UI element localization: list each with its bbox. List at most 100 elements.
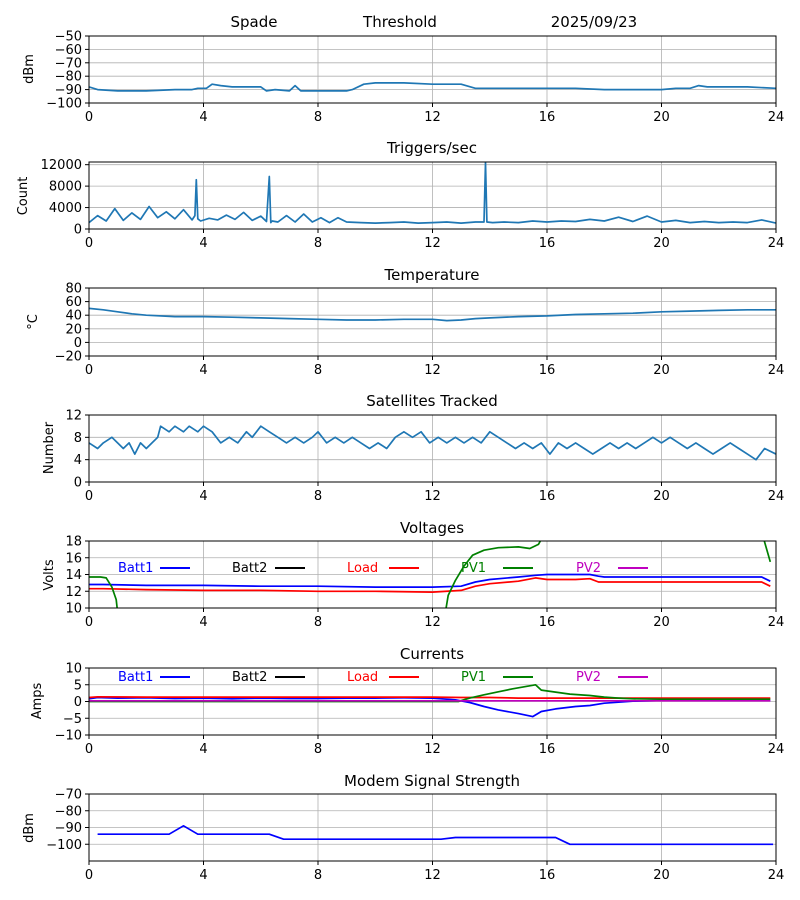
x-tick-label: 16 [539, 110, 556, 125]
legend-label-pv2: PV2 [576, 561, 601, 576]
title-modem: Modem Signal Strength [344, 772, 520, 790]
y-tick-label: −100 [46, 838, 82, 853]
series-line-batt1 [89, 573, 771, 588]
y-tick-label: 4000 [49, 201, 82, 216]
title-temperature: Temperature [383, 266, 479, 284]
y-tick-label: 12 [65, 585, 82, 600]
y-tick-label: −100 [46, 97, 82, 112]
y-tick-label: 12 [65, 409, 82, 424]
legend-label-pv1: PV1 [461, 561, 486, 576]
series-line-temperature [89, 307, 776, 322]
x-tick-label: 24 [768, 742, 785, 757]
y-tick-label: −90 [55, 83, 82, 98]
x-tick-label: 8 [314, 363, 322, 378]
panel-currents: Currents Amps [30, 645, 464, 719]
plot-triggers: 0 4 8 12 16 20 24 0 4000 8000 12000 [41, 158, 785, 251]
x-tick-label: 0 [85, 236, 93, 251]
x-tick-label: 12 [424, 363, 441, 378]
title-currents: Currents [400, 645, 464, 663]
y-tick-label: 16 [65, 551, 82, 566]
ylabel-modem: dBm [22, 813, 37, 843]
x-tick-label: 4 [199, 868, 207, 883]
series-group [97, 824, 774, 846]
header-site: Spade [231, 13, 278, 31]
x-tick-label: 4 [199, 742, 207, 757]
y-tick-label: 0 [74, 223, 82, 238]
x-tick-label: 16 [539, 742, 556, 757]
series-group [89, 541, 772, 608]
x-tick-label: 24 [768, 489, 785, 504]
x-tick-label: 8 [314, 236, 322, 251]
legend-label-load: Load [347, 561, 378, 576]
ylabel-currents: Amps [30, 682, 45, 719]
y-tick-label: −90 [55, 821, 82, 836]
series-line-load [89, 577, 771, 593]
legend-label-pv1: PV1 [461, 670, 486, 685]
y-tick-label: 5 [74, 678, 82, 693]
ylabel-noise: dBm [22, 54, 37, 84]
header-date: 2025/09/23 [551, 13, 637, 31]
series-group [89, 307, 776, 322]
series-line-pv1 [89, 683, 771, 703]
x-tick-label: 24 [768, 868, 785, 883]
panel-voltages: Voltages Volts [42, 519, 464, 591]
panel-modem: Modem Signal Strength dBm [22, 772, 520, 843]
series-group [89, 162, 776, 224]
x-tick-label: 12 [424, 615, 441, 630]
x-tick-label: 8 [314, 489, 322, 504]
y-tick-label: −70 [55, 56, 82, 71]
y-tick-label: −20 [55, 350, 82, 365]
x-tick-label: 24 [768, 110, 785, 125]
y-tick-label: 12000 [41, 158, 82, 173]
x-tick-label: 12 [424, 868, 441, 883]
plot-noise: 0 4 8 12 16 20 24 −100−90−80−70−60−50 [46, 30, 784, 126]
x-tick-label: 8 [314, 110, 322, 125]
x-tick-label: 4 [199, 236, 207, 251]
legend-label-pv2: PV2 [576, 670, 601, 685]
y-tick-label: −10 [55, 729, 82, 744]
x-tick-label: 12 [424, 489, 441, 504]
y-tick-label: −50 [55, 30, 82, 45]
y-tick-label: 80 [65, 282, 82, 297]
x-tick-label: 0 [85, 489, 93, 504]
series-line-satellites [89, 425, 776, 461]
y-tick-label: 60 [65, 295, 82, 310]
series-line-pv1 [89, 541, 772, 608]
legend-label-batt1: Batt1 [118, 561, 153, 576]
title-triggers: Triggers/sec [386, 139, 477, 157]
y-tick-label: 0 [74, 695, 82, 710]
x-tick-label: 20 [653, 363, 670, 378]
series-line-triggers [89, 162, 776, 224]
x-tick-label: 24 [768, 615, 785, 630]
ylabel-temperature: °C [26, 314, 41, 330]
x-tick-label: 4 [199, 489, 207, 504]
series-group [89, 683, 771, 718]
y-tick-label: 10 [65, 662, 82, 677]
x-tick-label: 20 [653, 110, 670, 125]
y-tick-label: −5 [63, 712, 82, 727]
header-mode: Threshold [362, 13, 437, 31]
x-tick-label: 12 [424, 742, 441, 757]
x-tick-label: 16 [539, 363, 556, 378]
x-tick-label: 20 [653, 615, 670, 630]
title-voltages: Voltages [400, 519, 464, 537]
panel-satellites: Satellites Tracked Number [42, 392, 498, 474]
x-tick-label: 16 [539, 868, 556, 883]
x-tick-label: 24 [768, 236, 785, 251]
panel-triggers: Triggers/sec Count [16, 139, 477, 215]
x-tick-label: 0 [85, 110, 93, 125]
legend-label-load: Load [347, 670, 378, 685]
x-tick-label: 12 [424, 110, 441, 125]
x-tick-label: 16 [539, 615, 556, 630]
legend-label-batt2: Batt2 [232, 670, 267, 685]
x-tick-label: 4 [199, 110, 207, 125]
x-tick-label: 24 [768, 363, 785, 378]
y-tick-label: 10 [65, 602, 82, 617]
y-tick-label: 40 [65, 309, 82, 324]
ylabel-triggers: Count [16, 177, 31, 216]
ylabel-voltages: Volts [42, 559, 57, 591]
series-group [89, 82, 776, 92]
